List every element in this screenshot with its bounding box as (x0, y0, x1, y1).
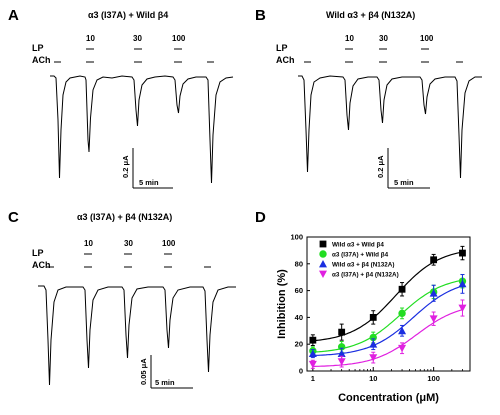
inhibition-chart: 0 20 40 60 80 100 1 10 100 Concentration (μM) Inhi… (276, 233, 471, 404)
data-point-series-1 (459, 249, 466, 257)
data-point-series-4 (429, 315, 438, 323)
data-point-series-2 (398, 309, 406, 318)
legend-marker (319, 270, 327, 278)
y-tick-label: 20 (295, 340, 303, 349)
panel-c-conc-10: 10 (84, 239, 93, 248)
panel-c-scale-x-label: 5 min (155, 378, 175, 387)
legend-marker (319, 240, 327, 248)
x-axis-title: Concentration (μM) (338, 392, 439, 404)
panel-a-current-trace (50, 75, 234, 184)
data-point-series-3 (429, 289, 438, 297)
fit-curve-series-1 (312, 251, 463, 342)
panel-b-lp-label: LP (276, 43, 288, 53)
data-point-series-4 (398, 344, 407, 353)
legend-label: Wild α3 + Wild β4 (332, 242, 384, 249)
data-point-series-3 (398, 326, 407, 335)
panel-a-ach-label: ACh (32, 55, 51, 65)
panel-c-current-trace (38, 285, 236, 386)
y-tick-label: 100 (290, 233, 303, 242)
panel-d: D 0 20 40 60 80 100 1 10 100 Concentration (μM) In… (255, 209, 471, 404)
data-point-series-2 (337, 343, 346, 351)
legend-label: Wild α3 + β4 (N132A) (332, 262, 394, 269)
panel-b-title: Wild α3 + β4 (N132A) (326, 10, 415, 20)
panel-a-conc-100: 100 (172, 34, 186, 43)
panel-b-conc-100: 100 (420, 34, 434, 43)
panel-c-lp-label: LP (32, 248, 44, 258)
panel-a-letter: A (8, 7, 19, 24)
panel-a-scale-bar (132, 148, 173, 189)
panel-b-current-trace (298, 75, 482, 179)
data-point-series-1 (309, 336, 317, 344)
panel-b-scale-bar (387, 148, 430, 189)
panel-a-scale-x-label: 5 min (139, 178, 159, 187)
data-point-series-4 (308, 360, 317, 369)
panel-b-scale-x-label: 5 min (394, 178, 414, 187)
y-tick-label: 0 (299, 367, 303, 376)
panel-b-letter: B (255, 7, 266, 24)
y-tick-label: 80 (295, 259, 303, 268)
legend-label: α3 (I37A) + β4 (N132A) (332, 272, 399, 279)
plot-frame (306, 236, 471, 372)
panel-c-ach-label: ACh (32, 260, 51, 270)
legend-label: α3 (I37A) + Wild β4 (332, 252, 389, 259)
legend-marker (319, 260, 327, 268)
data-point-series-3 (337, 349, 346, 357)
panel-a-scale-y-label: 0.2 μA (121, 155, 130, 178)
panel-b-conc-10: 10 (345, 34, 354, 43)
y-tick-label: 40 (295, 313, 303, 322)
panel-c: C α3 (I37A) + β4 (N132A) LP ACh 10 30 10… (8, 209, 236, 389)
data-point-series-3 (458, 279, 467, 288)
data-point-series-1 (369, 314, 377, 321)
panel-a: A α3 (I37A) + Wild β4 LP ACh 10 30 100 0… (8, 7, 234, 189)
panel-a-lp-label: LP (32, 43, 44, 53)
panel-b-scale-y-label: 0.2 μA (376, 155, 385, 178)
data-point-series-1 (430, 256, 438, 264)
panel-b-ach-label: ACh (276, 55, 295, 65)
panel-c-scale-y-label: 0.05 μA (139, 358, 148, 385)
data-point-series-3 (308, 349, 317, 357)
panel-d-letter: D (255, 209, 266, 226)
panel-a-conc-30: 30 (133, 34, 142, 43)
legend-marker (319, 250, 327, 258)
x-tick-label: 100 (427, 374, 440, 383)
y-axis-title: Inhibition (%) (276, 269, 288, 339)
panel-c-letter: C (8, 209, 19, 226)
data-point-series-1 (398, 285, 406, 293)
panel-a-conc-10: 10 (86, 34, 95, 43)
x-tick-label: 10 (369, 374, 377, 383)
y-tick-label: 60 (295, 286, 303, 295)
data-point-series-4 (337, 358, 346, 366)
panel-c-scale-bar (150, 355, 193, 389)
panel-c-conc-30: 30 (124, 239, 133, 248)
fit-curve-series-3 (312, 285, 463, 357)
panel-b: B Wild α3 + β4 (N132A) LP ACh 10 30 100 … (255, 7, 482, 189)
panel-a-title: α3 (I37A) + Wild β4 (88, 10, 168, 20)
panel-b-conc-30: 30 (379, 34, 388, 43)
panel-c-title: α3 (I37A) + β4 (N132A) (77, 212, 172, 222)
data-point-series-4 (369, 354, 378, 362)
panel-c-conc-100: 100 (162, 239, 176, 248)
x-tick-label: 1 (311, 374, 315, 383)
fit-curve-series-2 (312, 279, 463, 353)
data-point-series-4 (458, 304, 467, 313)
data-point-series-2 (369, 333, 377, 342)
fit-curve-series-4 (312, 309, 463, 367)
data-point-series-3 (369, 340, 378, 348)
data-point-series-1 (338, 328, 346, 336)
